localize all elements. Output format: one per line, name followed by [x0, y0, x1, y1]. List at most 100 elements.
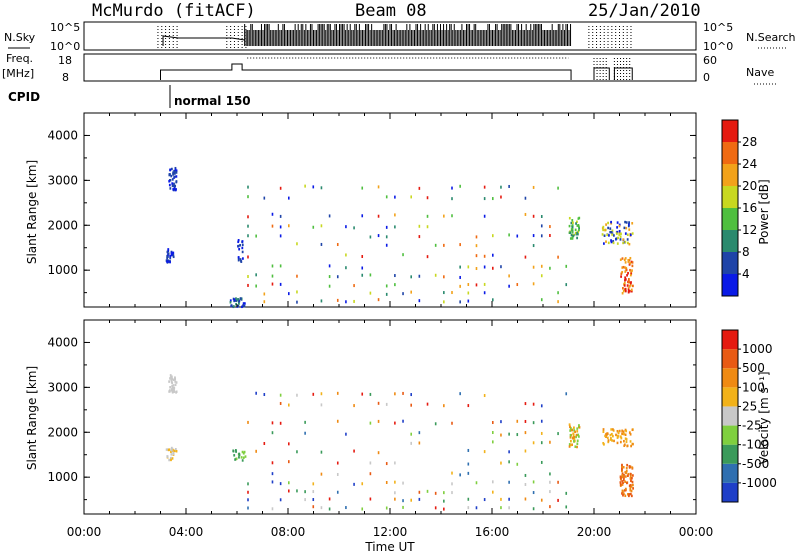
echo-point — [402, 419, 404, 423]
echo-point — [475, 267, 478, 271]
echo-point — [569, 429, 572, 432]
echo-point — [434, 506, 437, 510]
echo-point — [234, 449, 237, 452]
echo-point — [610, 220, 612, 224]
echo-point — [627, 472, 630, 476]
cpid-row: CPID normal 150 — [8, 85, 251, 108]
echo-point — [631, 474, 634, 477]
echo-point — [451, 491, 453, 495]
echo-point — [631, 269, 633, 272]
echo-point — [312, 392, 315, 396]
echo-point — [629, 472, 632, 476]
range-tick-label: 2000 — [47, 218, 78, 232]
echo-point — [577, 217, 580, 220]
echo-point — [173, 449, 176, 453]
echo-point — [532, 402, 535, 406]
echo-point — [516, 462, 519, 466]
cpid-label: CPID — [8, 90, 40, 104]
echo-point — [500, 497, 502, 501]
echo-point — [240, 456, 243, 459]
echo-point — [630, 289, 633, 293]
echo-point — [615, 232, 618, 235]
echo-point — [569, 426, 572, 430]
echo-point — [508, 284, 510, 288]
echo-point — [620, 275, 622, 278]
echo-point — [232, 449, 235, 453]
echo-point — [336, 472, 339, 476]
echo-point — [171, 178, 174, 181]
echo-point — [575, 433, 578, 437]
echo-point — [312, 505, 315, 509]
echo-point — [492, 431, 494, 435]
echo-point — [451, 186, 453, 190]
echo-point — [312, 225, 315, 229]
echo-point — [288, 292, 290, 296]
echo-point — [607, 241, 610, 245]
echo-point — [353, 299, 355, 303]
echo-point — [483, 214, 486, 218]
echo-point — [616, 242, 619, 245]
echo-point — [625, 226, 628, 230]
echo-point — [601, 233, 604, 236]
echo-point — [611, 233, 614, 236]
echo-point — [169, 456, 172, 460]
echo-point — [233, 298, 236, 301]
echo-point — [624, 494, 627, 498]
echo-point — [237, 239, 240, 242]
echo-point — [175, 175, 178, 178]
echo-point — [369, 472, 372, 476]
echo-point — [369, 421, 372, 425]
echo-point — [467, 265, 470, 269]
echo-point — [570, 228, 573, 231]
nsky-tick-top: 10^5 — [50, 21, 80, 34]
echo-point — [394, 225, 396, 229]
echo-point — [612, 234, 615, 237]
echo-point — [605, 223, 607, 226]
echo-point — [623, 489, 626, 492]
echo-point — [247, 185, 249, 189]
echo-point — [631, 232, 634, 235]
echo-point — [524, 196, 527, 200]
echo-point — [426, 489, 429, 493]
echo-point — [627, 271, 629, 275]
time-tick-label: 16:00 — [475, 525, 510, 539]
echo-point — [627, 241, 629, 245]
colorbar-segment — [722, 186, 738, 208]
echo-point — [625, 466, 628, 470]
colorbar-segment — [722, 164, 738, 186]
echo-point — [609, 230, 612, 234]
echo-point — [540, 419, 543, 423]
echo-point — [288, 460, 290, 464]
echo-point — [451, 214, 453, 218]
echo-point — [632, 442, 634, 446]
echo-point — [572, 432, 575, 435]
echo-point — [621, 257, 624, 260]
echo-point — [230, 304, 233, 307]
echo-point — [576, 224, 579, 227]
echo-point — [279, 401, 282, 405]
echo-point — [624, 257, 627, 260]
echo-point — [475, 283, 478, 287]
echo-point — [508, 480, 510, 484]
echo-point — [247, 195, 249, 199]
echo-point — [336, 298, 339, 302]
echo-point — [622, 289, 625, 293]
time-tick-label: 12:00 — [373, 525, 408, 539]
echo-point — [500, 195, 502, 199]
echo-point — [573, 438, 576, 441]
echo-point — [607, 439, 610, 442]
echo-point — [234, 458, 237, 461]
echo-point — [557, 480, 559, 484]
echo-point — [279, 393, 282, 397]
echo-point — [508, 184, 510, 188]
echo-point — [271, 212, 274, 216]
echo-point — [353, 404, 355, 408]
echo-point — [628, 484, 631, 487]
echo-point — [467, 404, 470, 408]
colorbar-segment — [722, 230, 738, 252]
echo-point — [492, 253, 494, 257]
colorbar-segment — [722, 482, 738, 502]
echo-point — [353, 284, 355, 288]
echo-point — [576, 439, 579, 443]
echo-point — [238, 302, 240, 305]
